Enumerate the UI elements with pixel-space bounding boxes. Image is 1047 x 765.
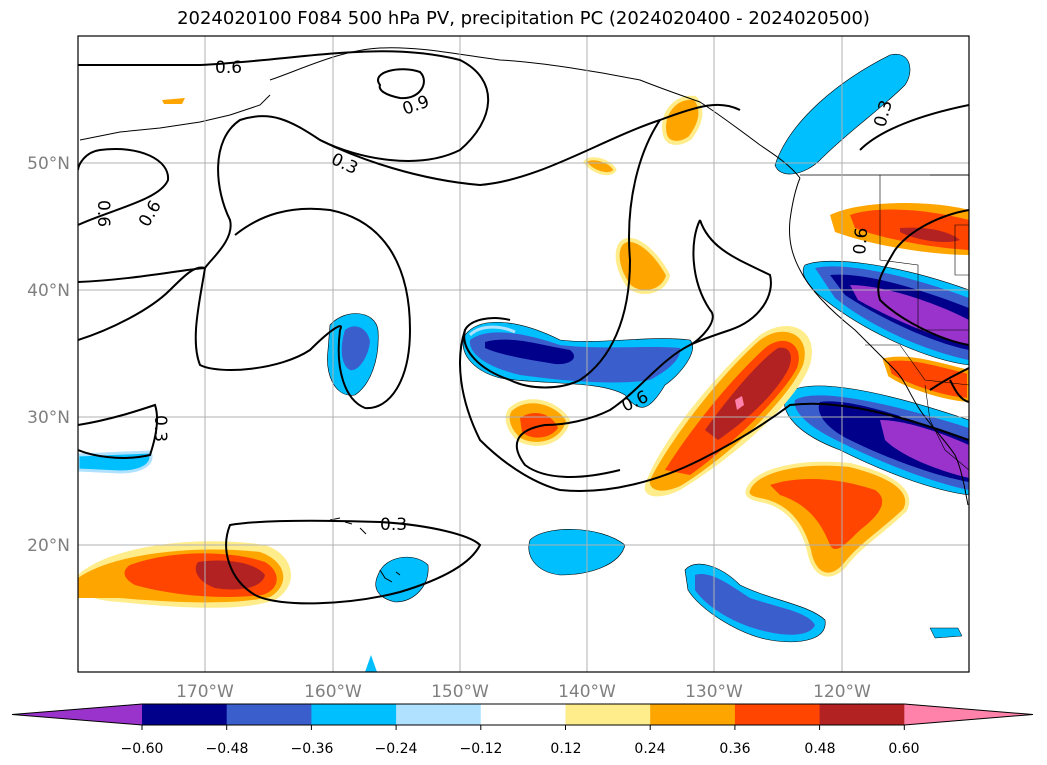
- colorbar-tick-label: −0.12: [460, 741, 503, 757]
- colorbar-segment: [565, 704, 651, 725]
- lat-label-50n: 50°N: [27, 154, 70, 174]
- colorbar-segment: [734, 704, 821, 725]
- contour-label: 0.6: [215, 58, 242, 78]
- lon-label-140w: 140°W: [558, 682, 616, 702]
- colorbar-tick-label: −0.48: [206, 741, 249, 757]
- colorbar-segment: [142, 704, 228, 725]
- colorbar-extend-max: [904, 704, 1033, 725]
- lat-label-40n: 40°N: [27, 281, 70, 301]
- contour-label: 0.6: [850, 227, 872, 256]
- colorbar-segment: [226, 704, 312, 725]
- precip-blob-alaska-positive: [662, 95, 703, 145]
- contour-labels: 0.6 0.9 0.3 0.6 0.6 0.6 0.3 0.3 0.6 0.3: [93, 58, 897, 535]
- colorbar-tick-label: 0.48: [804, 741, 835, 757]
- colorbar-segment: [311, 704, 397, 725]
- colorbar-tick-label: −0.60: [121, 741, 164, 757]
- contour-label: 0.3: [150, 415, 170, 442]
- colorbar-tick-label: 0.12: [550, 741, 581, 757]
- colorbar-tick-label: 0.36: [719, 741, 750, 757]
- map-frame: [77, 35, 970, 673]
- colorbar-tick-label: 0.24: [634, 741, 665, 757]
- colorbar-segment: [650, 704, 736, 725]
- map-title: 2024020100 F084 500 hPa PV, precipitatio…: [177, 8, 870, 29]
- colorbar-tick-label: −0.36: [291, 741, 334, 757]
- precip-blob-small-mid: [583, 157, 617, 176]
- lat-label-30n: 30°N: [27, 408, 70, 428]
- contour-label: 0.3: [380, 515, 407, 535]
- colorbar-tick-label: −0.24: [375, 741, 418, 757]
- precip-blob-small-north: [162, 98, 185, 104]
- contour-label: 0.6: [93, 200, 113, 227]
- pv-contours: [78, 50, 969, 605]
- lon-label-160w: 160°W: [304, 682, 362, 702]
- contour-label: 0.9: [400, 92, 432, 120]
- colorbar-segment: [396, 704, 482, 725]
- map-area: 0.6 0.9 0.3 0.6 0.6 0.6 0.3 0.3 0.6 0.3: [78, 36, 969, 672]
- colorbar-segment: [480, 704, 566, 725]
- colorbar: [11, 703, 1034, 730]
- precip-shading: [78, 53, 969, 672]
- lon-label-130w: 130°W: [685, 682, 743, 702]
- coastlines: [79, 47, 969, 583]
- lat-label-20n: 20°N: [27, 536, 70, 556]
- colorbar-tick-label: 0.60: [888, 741, 919, 757]
- lon-label-150w: 150°W: [431, 682, 489, 702]
- colorbar-extend-min: [12, 704, 142, 725]
- colorbar-segment: [819, 704, 905, 725]
- lon-label-120w: 120°W: [813, 682, 871, 702]
- latitude-labels: 50°N 40°N 30°N 20°N: [27, 154, 70, 556]
- longitude-labels: 170°W 160°W 150°W 140°W 130°W 120°W: [176, 682, 871, 702]
- colorbar-ticks: −0.60 −0.48 −0.36 −0.24 −0.12 0.12 0.24 …: [121, 741, 920, 757]
- lon-label-170w: 170°W: [176, 682, 234, 702]
